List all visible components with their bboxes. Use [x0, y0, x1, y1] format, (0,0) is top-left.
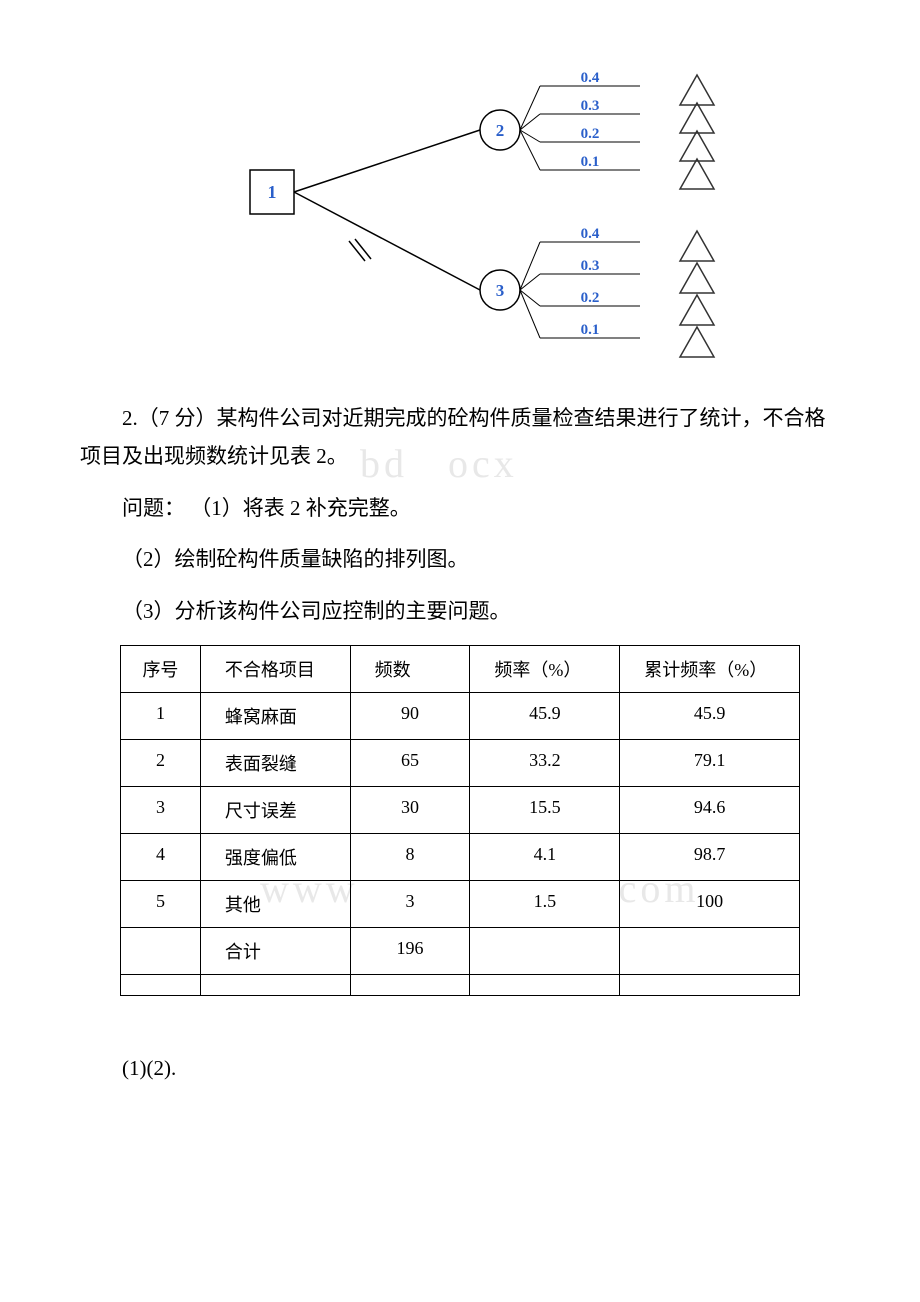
table-cell: 90 [350, 692, 470, 739]
table-header-cell: 累计频率（%） [620, 645, 800, 692]
svg-text:0.1: 0.1 [581, 322, 600, 338]
table-cell [470, 927, 620, 974]
table-cell: 3 [121, 786, 201, 833]
table-cell: 33.2 [470, 739, 620, 786]
table-cell: 196 [350, 927, 470, 974]
table-cell [121, 974, 201, 995]
table-cell: 合计 [200, 927, 350, 974]
question-2: （2）绘制砼构件质量缺陷的排列图。 [80, 541, 840, 579]
table-cell [620, 927, 800, 974]
table-cell: 15.5 [470, 786, 620, 833]
svg-text:0.2: 0.2 [581, 126, 600, 142]
table-cell: 94.6 [620, 786, 800, 833]
table-header-cell: 序号 [121, 645, 201, 692]
svg-text:0.1: 0.1 [581, 154, 600, 170]
table-cell: 强度偏低 [200, 833, 350, 880]
svg-text:3: 3 [496, 281, 505, 300]
svg-text:2: 2 [496, 121, 505, 140]
table-cell: 100 [620, 880, 800, 927]
svg-text:0.3: 0.3 [581, 98, 600, 114]
decision-diagram: 1 2 3 0.4 0.3 0.2 0.1 0.4 0.3 0.2 0.1 [180, 60, 740, 370]
table-cell: 蜂窝麻面 [200, 692, 350, 739]
table-cell [121, 927, 201, 974]
table-header-cell: 不合格项目 [200, 645, 350, 692]
table-cell [470, 974, 620, 995]
svg-text:0.2: 0.2 [581, 290, 600, 306]
table-cell [350, 974, 470, 995]
svg-text:1: 1 [268, 182, 277, 202]
table-cell [620, 974, 800, 995]
table-cell: 65 [350, 739, 470, 786]
table-row: 合计196 [121, 927, 800, 974]
table-cell: 尺寸误差 [200, 786, 350, 833]
svg-text:0.3: 0.3 [581, 258, 600, 274]
question-1: 问题： （1）将表 2 补充完整。 [80, 490, 840, 528]
defect-table: 序号不合格项目频数频率（%）累计频率（%）1蜂窝麻面9045.945.92表面裂… [120, 645, 800, 996]
table-cell: 1 [121, 692, 201, 739]
table-cell: 5 [121, 880, 201, 927]
table-header-cell: 频数 [350, 645, 470, 692]
question-3: （3）分析该构件公司应控制的主要问题。 [80, 593, 840, 631]
table-cell: 79.1 [620, 739, 800, 786]
footer-text: (1)(2). [80, 1056, 840, 1081]
table-row: 5其他31.5100 [121, 880, 800, 927]
table-cell: 30 [350, 786, 470, 833]
table-row [121, 974, 800, 995]
diagram-svg: 1 2 3 0.4 0.3 0.2 0.1 0.4 0.3 0.2 0.1 [180, 60, 740, 370]
svg-text:0.4: 0.4 [581, 226, 600, 242]
table-row: 2表面裂缝6533.279.1 [121, 739, 800, 786]
table-cell: 1.5 [470, 880, 620, 927]
problem-2-text: 2.（7 分）某构件公司对近期完成的砼构件质量检查结果进行了统计，不合格项目及出… [80, 400, 840, 476]
table-row: 3尺寸误差3015.594.6 [121, 786, 800, 833]
table-cell [200, 974, 350, 995]
svg-text:0.4: 0.4 [581, 70, 600, 86]
table-cell: 2 [121, 739, 201, 786]
table-cell: 表面裂缝 [200, 739, 350, 786]
table-cell: 8 [350, 833, 470, 880]
table-row: 1蜂窝麻面9045.945.9 [121, 692, 800, 739]
table-cell: 4.1 [470, 833, 620, 880]
table-row: 4强度偏低84.198.7 [121, 833, 800, 880]
table-cell: 4 [121, 833, 201, 880]
table-header-cell: 频率（%） [470, 645, 620, 692]
table-cell: 98.7 [620, 833, 800, 880]
table-cell: 45.9 [470, 692, 620, 739]
table-cell: 3 [350, 880, 470, 927]
table-cell: 45.9 [620, 692, 800, 739]
table-cell: 其他 [200, 880, 350, 927]
